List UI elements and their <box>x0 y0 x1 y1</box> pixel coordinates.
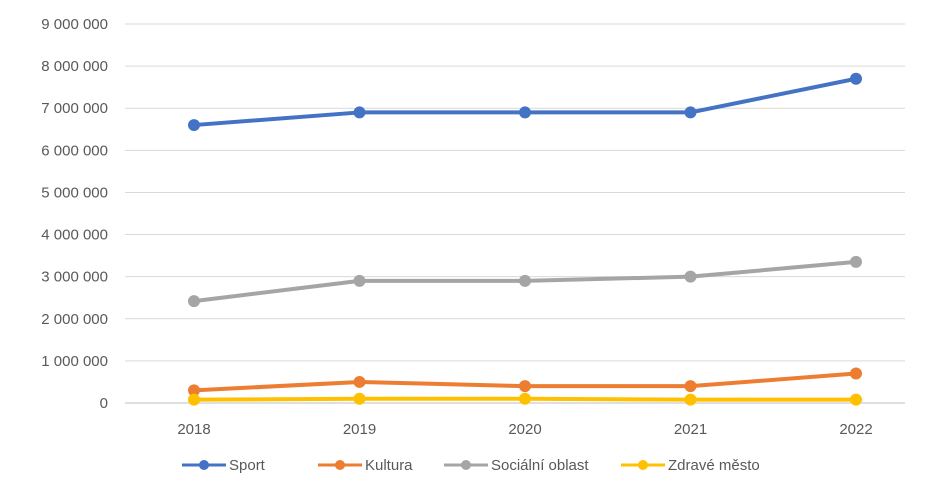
series-sport <box>188 72 862 132</box>
data-point <box>850 72 862 85</box>
legend-label: Sport <box>229 457 266 474</box>
data-point <box>188 393 200 406</box>
data-point <box>850 367 862 380</box>
y-tick-label: 6 000 000 <box>41 142 108 159</box>
x-tick-label: 2020 <box>508 421 541 438</box>
y-tick-label: 5 000 000 <box>41 184 108 201</box>
data-point <box>850 255 862 268</box>
legend-item: Kultura <box>318 457 413 474</box>
gridlines <box>125 23 905 404</box>
data-point <box>188 119 200 132</box>
x-tick-label: 2019 <box>343 421 376 438</box>
legend-label: Kultura <box>365 457 413 474</box>
data-point <box>353 274 366 287</box>
legend-item: Sport <box>182 457 266 474</box>
data-point <box>519 106 531 119</box>
data-point <box>684 106 697 119</box>
data-point <box>684 270 697 283</box>
data-point <box>684 393 697 406</box>
y-axis-ticks: 0 1 000 000 2 000 000 3 000 000 4 000 000 5 0… <box>41 16 108 412</box>
x-axis-ticks: 2018 2019 2020 2021 2022 <box>177 421 872 438</box>
y-tick-label: 8 000 000 <box>41 58 108 75</box>
data-point <box>850 393 862 406</box>
x-tick-label: 2021 <box>674 421 707 438</box>
legend: Sport Kultura Sociální oblast Zdravé město <box>182 457 760 474</box>
legend-item: Zdravé město <box>621 457 760 474</box>
data-point <box>519 380 531 393</box>
legend-marker <box>335 460 345 470</box>
x-tick-label: 2022 <box>839 421 872 438</box>
legend-marker <box>199 460 209 470</box>
y-tick-label: 3 000 000 <box>41 269 108 286</box>
data-point <box>188 384 200 397</box>
data-point <box>353 375 366 388</box>
y-tick-label: 2 000 000 <box>41 311 108 328</box>
data-point <box>188 295 200 308</box>
x-tick-label: 2018 <box>177 421 210 438</box>
legend-marker <box>638 460 648 470</box>
y-tick-label: 7 000 000 <box>41 100 108 117</box>
series-soci-ln-oblast <box>188 255 862 308</box>
legend-label: Zdravé město <box>668 457 760 474</box>
y-tick-label: 1 000 000 <box>41 353 108 370</box>
y-tick-label: 9 000 000 <box>41 16 108 33</box>
legend-item: Sociální oblast <box>444 457 589 474</box>
legend-marker <box>461 460 471 470</box>
series-lines <box>188 72 862 406</box>
data-point <box>684 380 697 393</box>
series-kultura <box>188 367 862 397</box>
series-zdrav-m-sto <box>188 392 862 406</box>
data-point <box>519 274 531 287</box>
data-point <box>353 106 366 119</box>
y-tick-label: 0 <box>100 395 108 412</box>
data-point <box>353 392 366 405</box>
y-tick-label: 4 000 000 <box>41 227 108 244</box>
legend-label: Sociální oblast <box>491 457 589 474</box>
data-point <box>519 392 531 405</box>
